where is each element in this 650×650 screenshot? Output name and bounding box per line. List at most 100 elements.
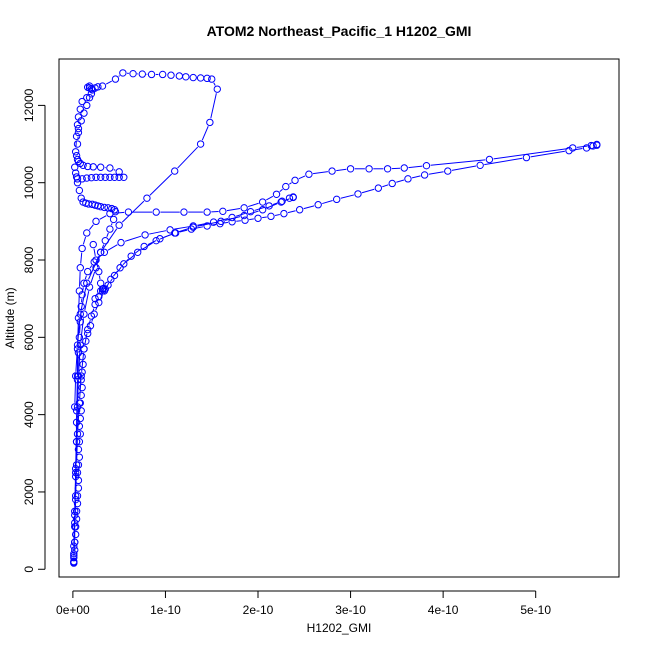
series-line-segment (210, 93, 217, 119)
series-line-segment (408, 165, 423, 169)
series-1 (70, 141, 601, 567)
data-point (83, 267, 92, 276)
data-point (72, 151, 81, 160)
series-line-segment (279, 188, 283, 192)
data-point (143, 194, 151, 202)
series-line-segment (249, 218, 254, 221)
series-line-segment (118, 75, 120, 77)
data-point (115, 168, 123, 176)
series-line-segment (74, 480, 77, 508)
series-line-segment (110, 223, 113, 226)
x-tick-label: 0e+00 (56, 603, 90, 617)
data-point (73, 499, 82, 508)
data-point (100, 248, 109, 256)
data-point (74, 113, 83, 121)
data-point (115, 221, 123, 229)
data-point (87, 85, 96, 93)
data-point (374, 184, 383, 192)
data-point (71, 507, 79, 515)
x-tick-label: 3e-10 (335, 603, 366, 617)
series-line-segment (313, 171, 328, 175)
series-line-segment (101, 244, 105, 249)
data-point (111, 75, 120, 83)
x-axis-label: H1202_GMI (307, 621, 372, 635)
series-line-segment (247, 210, 259, 215)
series-line-segment (74, 380, 77, 403)
data-point (171, 229, 179, 237)
series-line-segment (493, 147, 569, 160)
data-point (80, 279, 88, 287)
data-point (280, 209, 288, 218)
series-line-segment (96, 263, 99, 268)
data-point (71, 148, 80, 156)
series-line-segment (107, 244, 118, 251)
data-point (71, 530, 80, 539)
series-line-segment (78, 349, 81, 372)
series-line-segment (77, 356, 79, 372)
data-point (77, 194, 85, 202)
data-point (420, 171, 429, 179)
data-point (74, 128, 83, 137)
series-line-segment (81, 353, 85, 372)
data-point (73, 179, 82, 187)
series-line-segment (428, 171, 444, 175)
y-axis-label: Altitude (m) (3, 287, 17, 348)
y-tick-label: 4000 (22, 401, 36, 428)
data-point (96, 173, 105, 181)
data-point (96, 248, 105, 256)
series-line-segment (430, 159, 486, 166)
data-point (73, 341, 82, 349)
data-point (89, 240, 97, 249)
series-line-segment (149, 230, 167, 235)
data-point (87, 312, 96, 320)
series-line-segment (340, 194, 355, 199)
data-point (76, 264, 84, 272)
data-point (593, 140, 601, 149)
data-point (404, 175, 412, 183)
data-point (75, 333, 84, 342)
data-point (78, 291, 86, 299)
data-point (314, 201, 322, 209)
x-axis: 0e+00 1e-10 2e-10 3e-10 4e-10 5e-10 (56, 590, 551, 617)
series-line-segment (451, 165, 477, 171)
data-point (95, 298, 103, 307)
y-tick-label: 12000 (22, 88, 36, 122)
data-point (106, 173, 114, 181)
data-point (400, 164, 408, 172)
series-line-segment (93, 248, 96, 256)
data-point (282, 182, 290, 191)
series-line-segment (336, 168, 347, 172)
data-point (71, 472, 80, 481)
data-point (278, 197, 286, 205)
data-point (87, 90, 96, 98)
x-tick-label: 1e-10 (150, 603, 181, 617)
data-point (328, 167, 336, 175)
data-point (240, 211, 248, 220)
series-line-segment (382, 184, 389, 188)
series-line-segment (116, 266, 122, 273)
series-line-segment (298, 175, 306, 180)
data-point (83, 229, 91, 237)
data-point (241, 216, 249, 224)
data-point (203, 208, 211, 216)
data-point (72, 515, 81, 523)
data-point (80, 310, 88, 318)
data-point (267, 212, 275, 221)
series-line-segment (99, 215, 107, 220)
data-point (96, 279, 105, 287)
data-point (91, 294, 99, 303)
data-point (254, 214, 262, 222)
series-line-segment (262, 216, 267, 219)
data-point (208, 75, 216, 83)
data-point (124, 208, 133, 216)
y-tick-label: 8000 (22, 246, 36, 273)
data-point (78, 97, 86, 106)
data-point (127, 252, 135, 260)
y-tick-label: 0 (22, 566, 36, 573)
data-point (70, 542, 78, 550)
data-point (332, 195, 341, 204)
x-tick-label: 2e-10 (243, 603, 274, 617)
data-point (98, 82, 107, 90)
data-point (171, 167, 179, 175)
